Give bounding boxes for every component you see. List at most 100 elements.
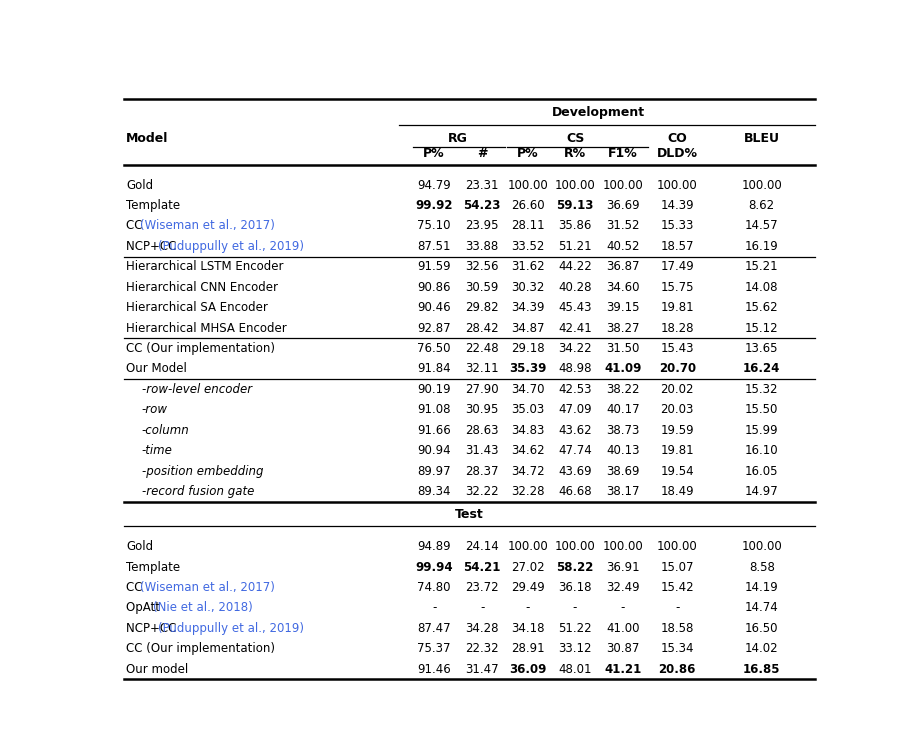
Text: 75.10: 75.10 [417, 220, 451, 232]
Text: Hierarchical LSTM Encoder: Hierarchical LSTM Encoder [126, 260, 284, 273]
Text: -time: -time [142, 444, 173, 457]
Text: 15.43: 15.43 [661, 342, 694, 355]
Text: 99.94: 99.94 [415, 560, 453, 574]
Text: (Wiseman et al., 2017): (Wiseman et al., 2017) [140, 220, 275, 232]
Text: 20.86: 20.86 [658, 663, 696, 676]
Text: 32.28: 32.28 [511, 485, 544, 498]
Text: 33.12: 33.12 [558, 642, 592, 655]
Text: 89.97: 89.97 [417, 465, 451, 478]
Text: -: - [621, 602, 625, 614]
Text: Development: Development [552, 106, 644, 119]
Text: NCP+CC: NCP+CC [126, 622, 180, 635]
Text: (Nie et al., 2018): (Nie et al., 2018) [154, 602, 253, 614]
Text: -column: -column [142, 423, 190, 437]
Text: 22.32: 22.32 [465, 642, 499, 655]
Text: 15.99: 15.99 [745, 423, 778, 437]
Text: RG: RG [448, 132, 468, 145]
Text: OpAtt: OpAtt [126, 602, 164, 614]
Text: NCP+CC: NCP+CC [126, 240, 180, 253]
Text: 40.28: 40.28 [558, 280, 592, 294]
Text: 34.28: 34.28 [465, 622, 499, 635]
Text: 16.50: 16.50 [745, 622, 778, 635]
Text: CS: CS [566, 132, 584, 145]
Text: 51.22: 51.22 [558, 622, 592, 635]
Text: 31.43: 31.43 [465, 444, 499, 457]
Text: 28.37: 28.37 [465, 465, 499, 478]
Text: 87.51: 87.51 [417, 240, 451, 253]
Text: 90.46: 90.46 [417, 301, 451, 314]
Text: 48.98: 48.98 [558, 362, 592, 375]
Text: 91.46: 91.46 [417, 663, 451, 676]
Text: 26.60: 26.60 [511, 199, 544, 212]
Text: CC (Our implementation): CC (Our implementation) [126, 642, 275, 655]
Text: 90.86: 90.86 [417, 280, 451, 294]
Text: 100.00: 100.00 [657, 179, 697, 192]
Text: (Puduppully et al., 2019): (Puduppully et al., 2019) [157, 622, 304, 635]
Text: 100.00: 100.00 [742, 179, 782, 192]
Text: 34.39: 34.39 [511, 301, 544, 314]
Text: DLD%: DLD% [656, 147, 698, 160]
Text: 19.59: 19.59 [661, 423, 694, 437]
Text: 36.18: 36.18 [558, 581, 592, 594]
Text: 28.11: 28.11 [511, 220, 544, 232]
Text: 19.54: 19.54 [661, 465, 694, 478]
Text: 36.69: 36.69 [606, 199, 640, 212]
Text: 46.68: 46.68 [558, 485, 592, 498]
Text: 91.84: 91.84 [417, 362, 451, 375]
Text: -: - [573, 602, 577, 614]
Text: 19.81: 19.81 [661, 444, 694, 457]
Text: 29.49: 29.49 [511, 581, 544, 594]
Text: 91.59: 91.59 [417, 260, 451, 273]
Text: Our model: Our model [126, 663, 188, 676]
Text: 34.60: 34.60 [606, 280, 640, 294]
Text: 16.85: 16.85 [743, 663, 781, 676]
Text: P%: P% [424, 147, 445, 160]
Text: (Wiseman et al., 2017): (Wiseman et al., 2017) [140, 581, 275, 594]
Text: 15.34: 15.34 [661, 642, 694, 655]
Text: 31.52: 31.52 [606, 220, 640, 232]
Text: 14.57: 14.57 [745, 220, 778, 232]
Text: Gold: Gold [126, 540, 154, 553]
Text: 35.39: 35.39 [509, 362, 546, 375]
Text: 14.74: 14.74 [744, 602, 779, 614]
Text: 36.87: 36.87 [606, 260, 640, 273]
Text: 34.70: 34.70 [511, 383, 544, 396]
Text: 27.90: 27.90 [465, 383, 499, 396]
Text: -: - [525, 602, 530, 614]
Text: 54.21: 54.21 [464, 560, 501, 574]
Text: 41.00: 41.00 [606, 622, 640, 635]
Text: BLEU: BLEU [744, 132, 780, 145]
Text: 15.21: 15.21 [745, 260, 778, 273]
Text: 28.42: 28.42 [465, 322, 499, 335]
Text: 90.94: 90.94 [417, 444, 451, 457]
Text: Hierarchical CNN Encoder: Hierarchical CNN Encoder [126, 280, 278, 294]
Text: 16.19: 16.19 [744, 240, 779, 253]
Text: 14.19: 14.19 [744, 581, 779, 594]
Text: 100.00: 100.00 [507, 540, 548, 553]
Text: 20.03: 20.03 [661, 403, 694, 417]
Text: 39.15: 39.15 [606, 301, 640, 314]
Text: 94.79: 94.79 [417, 179, 451, 192]
Text: P%: P% [517, 147, 539, 160]
Text: Template: Template [126, 199, 180, 212]
Text: 54.23: 54.23 [464, 199, 501, 212]
Text: 76.50: 76.50 [417, 342, 451, 355]
Text: CC: CC [126, 581, 146, 594]
Text: 100.00: 100.00 [554, 179, 595, 192]
Text: 94.89: 94.89 [417, 540, 451, 553]
Text: 20.70: 20.70 [659, 362, 695, 375]
Text: 15.62: 15.62 [745, 301, 778, 314]
Text: -row-level encoder: -row-level encoder [142, 383, 252, 396]
Text: 30.32: 30.32 [511, 280, 544, 294]
Text: 32.49: 32.49 [606, 581, 640, 594]
Text: 34.83: 34.83 [511, 423, 544, 437]
Text: 13.65: 13.65 [745, 342, 778, 355]
Text: 38.22: 38.22 [606, 383, 640, 396]
Text: 100.00: 100.00 [554, 540, 595, 553]
Text: 30.95: 30.95 [465, 403, 499, 417]
Text: 41.09: 41.09 [604, 362, 642, 375]
Text: 42.53: 42.53 [558, 383, 592, 396]
Text: 100.00: 100.00 [603, 540, 644, 553]
Text: (Puduppully et al., 2019): (Puduppully et al., 2019) [157, 240, 304, 253]
Text: 14.08: 14.08 [745, 280, 778, 294]
